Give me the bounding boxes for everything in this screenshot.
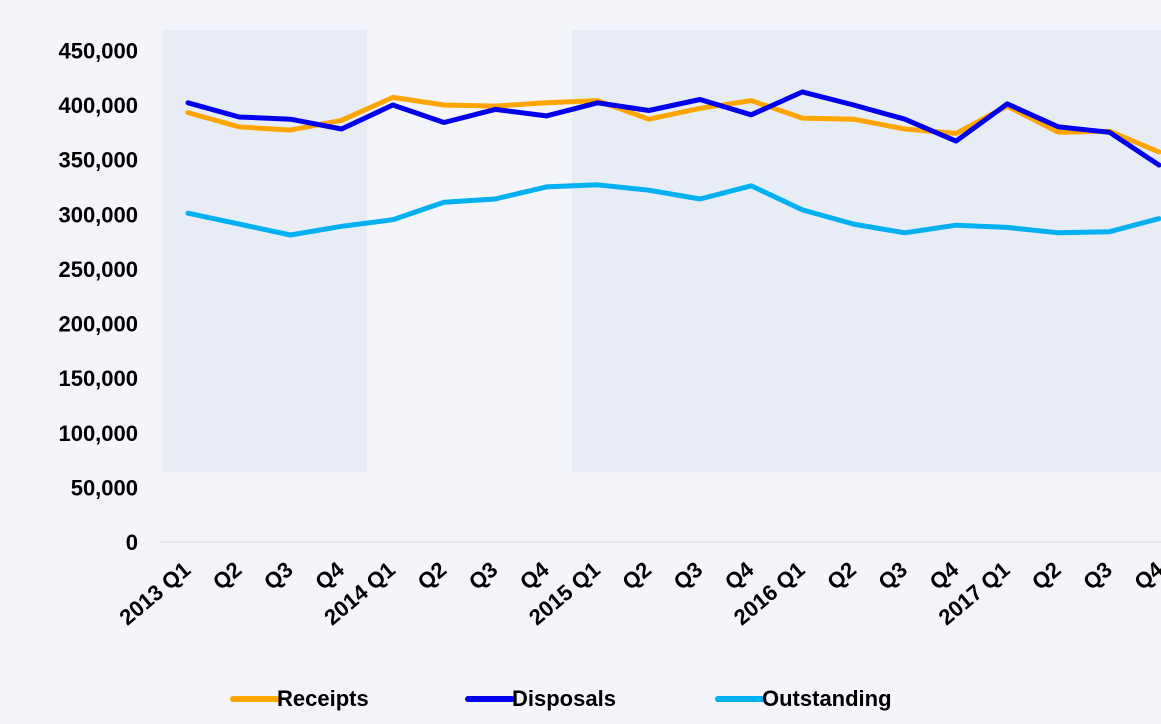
y-tick-label: 300,000 [58,202,138,227]
series-line-outstanding [185,182,1161,238]
y-tick-label: 350,000 [58,148,138,173]
series-lines [185,89,1161,238]
x-tick-label: Q2 [208,557,247,595]
y-tick-label: 200,000 [58,312,138,337]
x-tick-label: Q3 [669,557,708,595]
y-tick-label: 150,000 [58,366,138,391]
y-axis: 0 50,000 100,000 150,000 200,000 250,000 300,0… [58,38,138,555]
y-tick-label: 400,000 [58,93,138,118]
x-tick-label: Q3 [464,557,503,595]
year-band-2016 [776,30,982,472]
legend-label-receipts: Receipts [277,686,369,711]
x-tick-label: Q4 [310,556,349,595]
x-tick-label: 2013 Q1 [114,557,195,630]
y-tick-label: 50,000 [71,475,138,500]
y-tick-label: 250,000 [58,257,138,282]
x-tick-label: Q4 [925,556,964,595]
year-band-2015 [572,30,777,472]
year-bands [162,30,1161,472]
x-tick-label: Q3 [873,557,912,595]
x-tick-label: Q2 [1027,557,1066,595]
x-tick-label: Q3 [259,557,298,595]
legend-label-disposals: Disposals [512,686,616,711]
x-tick-label: Q4 [515,556,554,595]
legend-label-outstanding: Outstanding [762,686,892,711]
y-tick-label: 450,000 [58,38,138,63]
year-band-2017 [981,30,1161,472]
x-tick-label: Q3 [1078,557,1117,595]
series-line-disposals [185,89,1161,168]
year-band-2013 [162,30,368,472]
y-tick-label: 100,000 [58,421,138,446]
x-tick-label: Q2 [822,557,861,595]
x-tick-label: Q2 [413,557,452,595]
x-tick-label: Q2 [617,557,656,595]
legend: Receipts Disposals Outstanding [230,686,892,711]
x-tick-label: Q4 [1129,556,1161,595]
y-tick-label: 0 [126,530,138,555]
x-tick-label: Q4 [720,556,759,595]
